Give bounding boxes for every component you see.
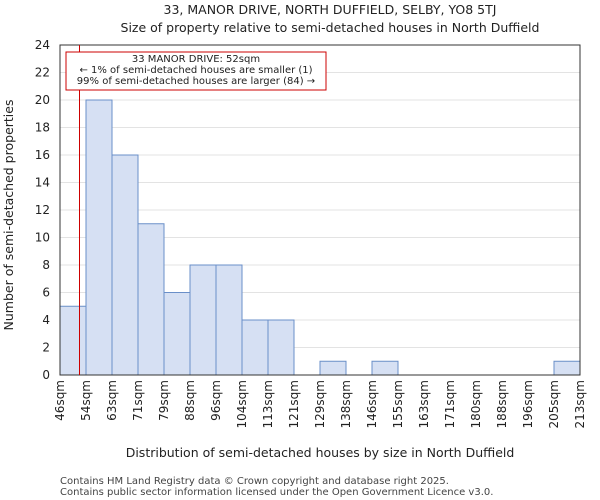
bar <box>553 360 581 376</box>
x-tick-label: 146sqm <box>365 380 379 428</box>
x-tick-label: 79sqm <box>157 380 171 421</box>
x-tick-label: 121sqm <box>287 380 301 428</box>
bar <box>371 360 399 376</box>
bar <box>163 292 191 376</box>
y-tick-label: 0 <box>42 368 50 382</box>
x-tick-label: 205sqm <box>547 380 561 428</box>
y-tick-label: 8 <box>42 258 50 272</box>
x-tick-label: 155sqm <box>391 380 405 428</box>
x-axis-label: Distribution of semi-detached houses by … <box>126 445 515 460</box>
annotation-line-1: 33 MANOR DRIVE: 52sqm <box>132 54 260 65</box>
x-tick-label: 104sqm <box>235 380 249 428</box>
x-tick-label: 54sqm <box>79 380 93 421</box>
x-tick-label: 196sqm <box>521 380 535 428</box>
x-tick-label: 113sqm <box>261 380 275 428</box>
x-tick-label: 88sqm <box>183 380 197 421</box>
bar <box>59 305 87 376</box>
x-tick-label: 63sqm <box>105 380 119 421</box>
x-tick-label: 180sqm <box>469 380 483 428</box>
y-tick-label: 2 <box>42 341 50 355</box>
chart-subtitle: Size of property relative to semi-detach… <box>121 20 540 35</box>
x-tick-label: 171sqm <box>443 380 457 428</box>
x-tick-label: 213sqm <box>573 380 587 428</box>
y-tick-label: 16 <box>35 148 50 162</box>
plot-frame <box>59 44 581 376</box>
footer-line-2: Contains public sector information licen… <box>60 487 493 498</box>
y-tick-label: 24 <box>35 38 50 52</box>
x-tick-label: 163sqm <box>417 380 431 428</box>
bar <box>137 223 165 376</box>
annotation-box <box>65 51 327 91</box>
footer-line-1: Contains HM Land Registry data © Crown c… <box>60 476 449 487</box>
bar <box>241 319 269 376</box>
y-tick-label: 22 <box>35 66 50 80</box>
x-tick-label: 46sqm <box>53 380 67 421</box>
annotation-line-2: ← 1% of semi-detached houses are smaller… <box>79 65 312 76</box>
bar <box>111 154 139 376</box>
annotation-line-3: 99% of semi-detached houses are larger (… <box>77 76 315 87</box>
x-tick-label: 71sqm <box>131 380 145 421</box>
y-axis-label: Number of semi-detached properties <box>1 100 16 331</box>
bars <box>59 99 581 376</box>
y-tick-label: 14 <box>35 176 50 190</box>
y-tick-label: 12 <box>35 203 50 217</box>
x-ticks: 46sqm 54sqm 63sqm 71sqm 79sqm 88sqm 96sqm 104sq… <box>53 380 587 428</box>
x-tick-label: 96sqm <box>209 380 223 421</box>
bar <box>189 264 217 376</box>
bar <box>319 360 347 376</box>
y-tick-label: 6 <box>42 286 50 300</box>
y-tick-label: 4 <box>42 313 50 327</box>
x-tick-label: 188sqm <box>495 380 509 428</box>
y-tick-label: 18 <box>35 121 50 135</box>
chart-title: 33, MANOR DRIVE, NORTH DUFFIELD, SELBY, … <box>164 2 497 17</box>
y-tick-label: 20 <box>35 93 50 107</box>
x-tick-label: 129sqm <box>313 380 327 428</box>
bar <box>85 99 113 376</box>
bar <box>267 319 295 376</box>
bar <box>215 264 243 376</box>
y-tick-label: 10 <box>35 231 50 245</box>
x-tick-label: 138sqm <box>339 380 353 428</box>
